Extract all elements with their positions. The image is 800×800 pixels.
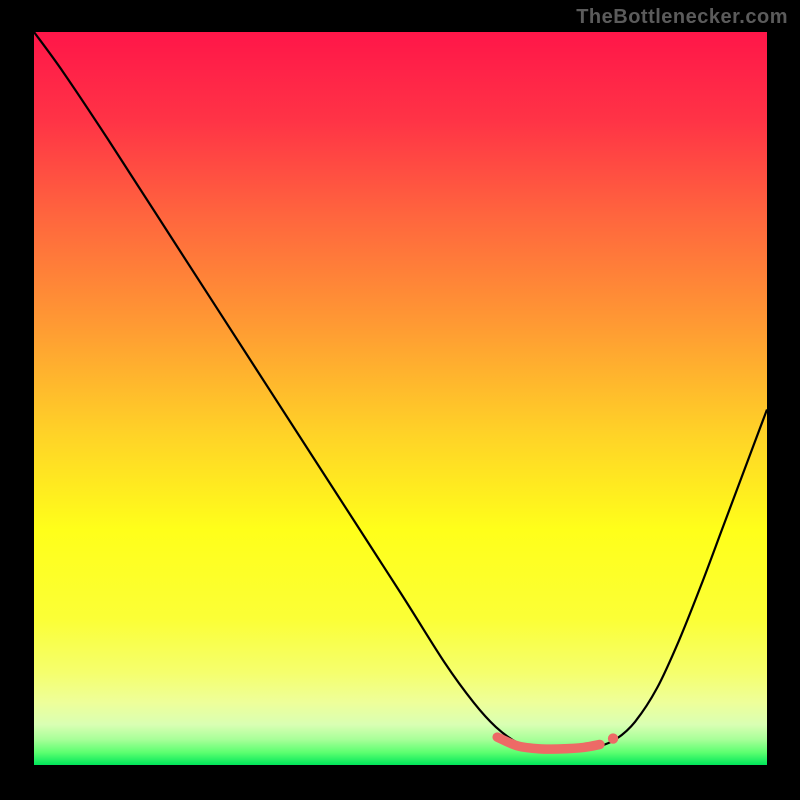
plot-area bbox=[34, 32, 767, 765]
bottleneck-curve bbox=[34, 32, 767, 752]
optimal-range-end-dot bbox=[608, 733, 618, 743]
curve-layer bbox=[34, 32, 767, 765]
chart-container: TheBottlenecker.com bbox=[0, 0, 800, 800]
watermark-text: TheBottlenecker.com bbox=[576, 6, 788, 29]
